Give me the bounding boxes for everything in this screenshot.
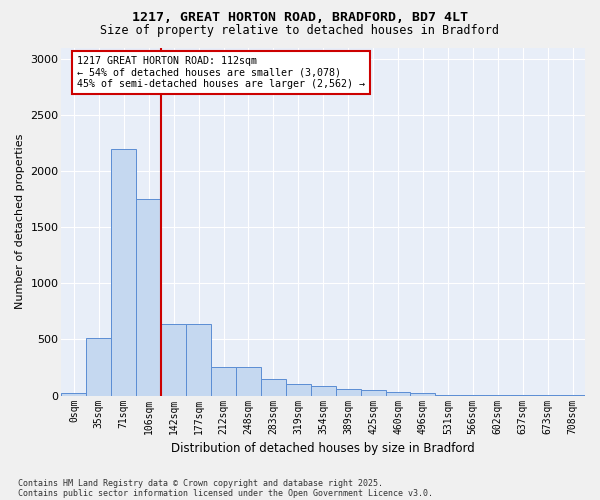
Bar <box>112 148 136 396</box>
X-axis label: Distribution of detached houses by size in Bradford: Distribution of detached houses by size … <box>172 442 475 455</box>
Bar <box>86 338 112 396</box>
Y-axis label: Number of detached properties: Number of detached properties <box>15 134 25 310</box>
Text: Contains HM Land Registry data © Crown copyright and database right 2025.
Contai: Contains HM Land Registry data © Crown c… <box>18 478 433 498</box>
Bar <box>211 367 236 396</box>
Bar <box>286 384 311 396</box>
Text: 1217, GREAT HORTON ROAD, BRADFORD, BD7 4LT: 1217, GREAT HORTON ROAD, BRADFORD, BD7 4… <box>132 11 468 24</box>
Text: 1217 GREAT HORTON ROAD: 112sqm
← 54% of detached houses are smaller (3,078)
45% : 1217 GREAT HORTON ROAD: 112sqm ← 54% of … <box>77 56 365 90</box>
Bar <box>410 394 436 396</box>
Text: Size of property relative to detached houses in Bradford: Size of property relative to detached ho… <box>101 24 499 37</box>
Bar <box>161 324 186 396</box>
Bar <box>460 395 485 396</box>
Bar <box>61 394 86 396</box>
Bar <box>261 380 286 396</box>
Bar <box>236 367 261 396</box>
Bar <box>361 390 386 396</box>
Bar <box>436 394 460 396</box>
Bar <box>311 386 335 396</box>
Bar <box>335 390 361 396</box>
Bar <box>136 199 161 396</box>
Bar <box>386 392 410 396</box>
Bar <box>186 324 211 396</box>
